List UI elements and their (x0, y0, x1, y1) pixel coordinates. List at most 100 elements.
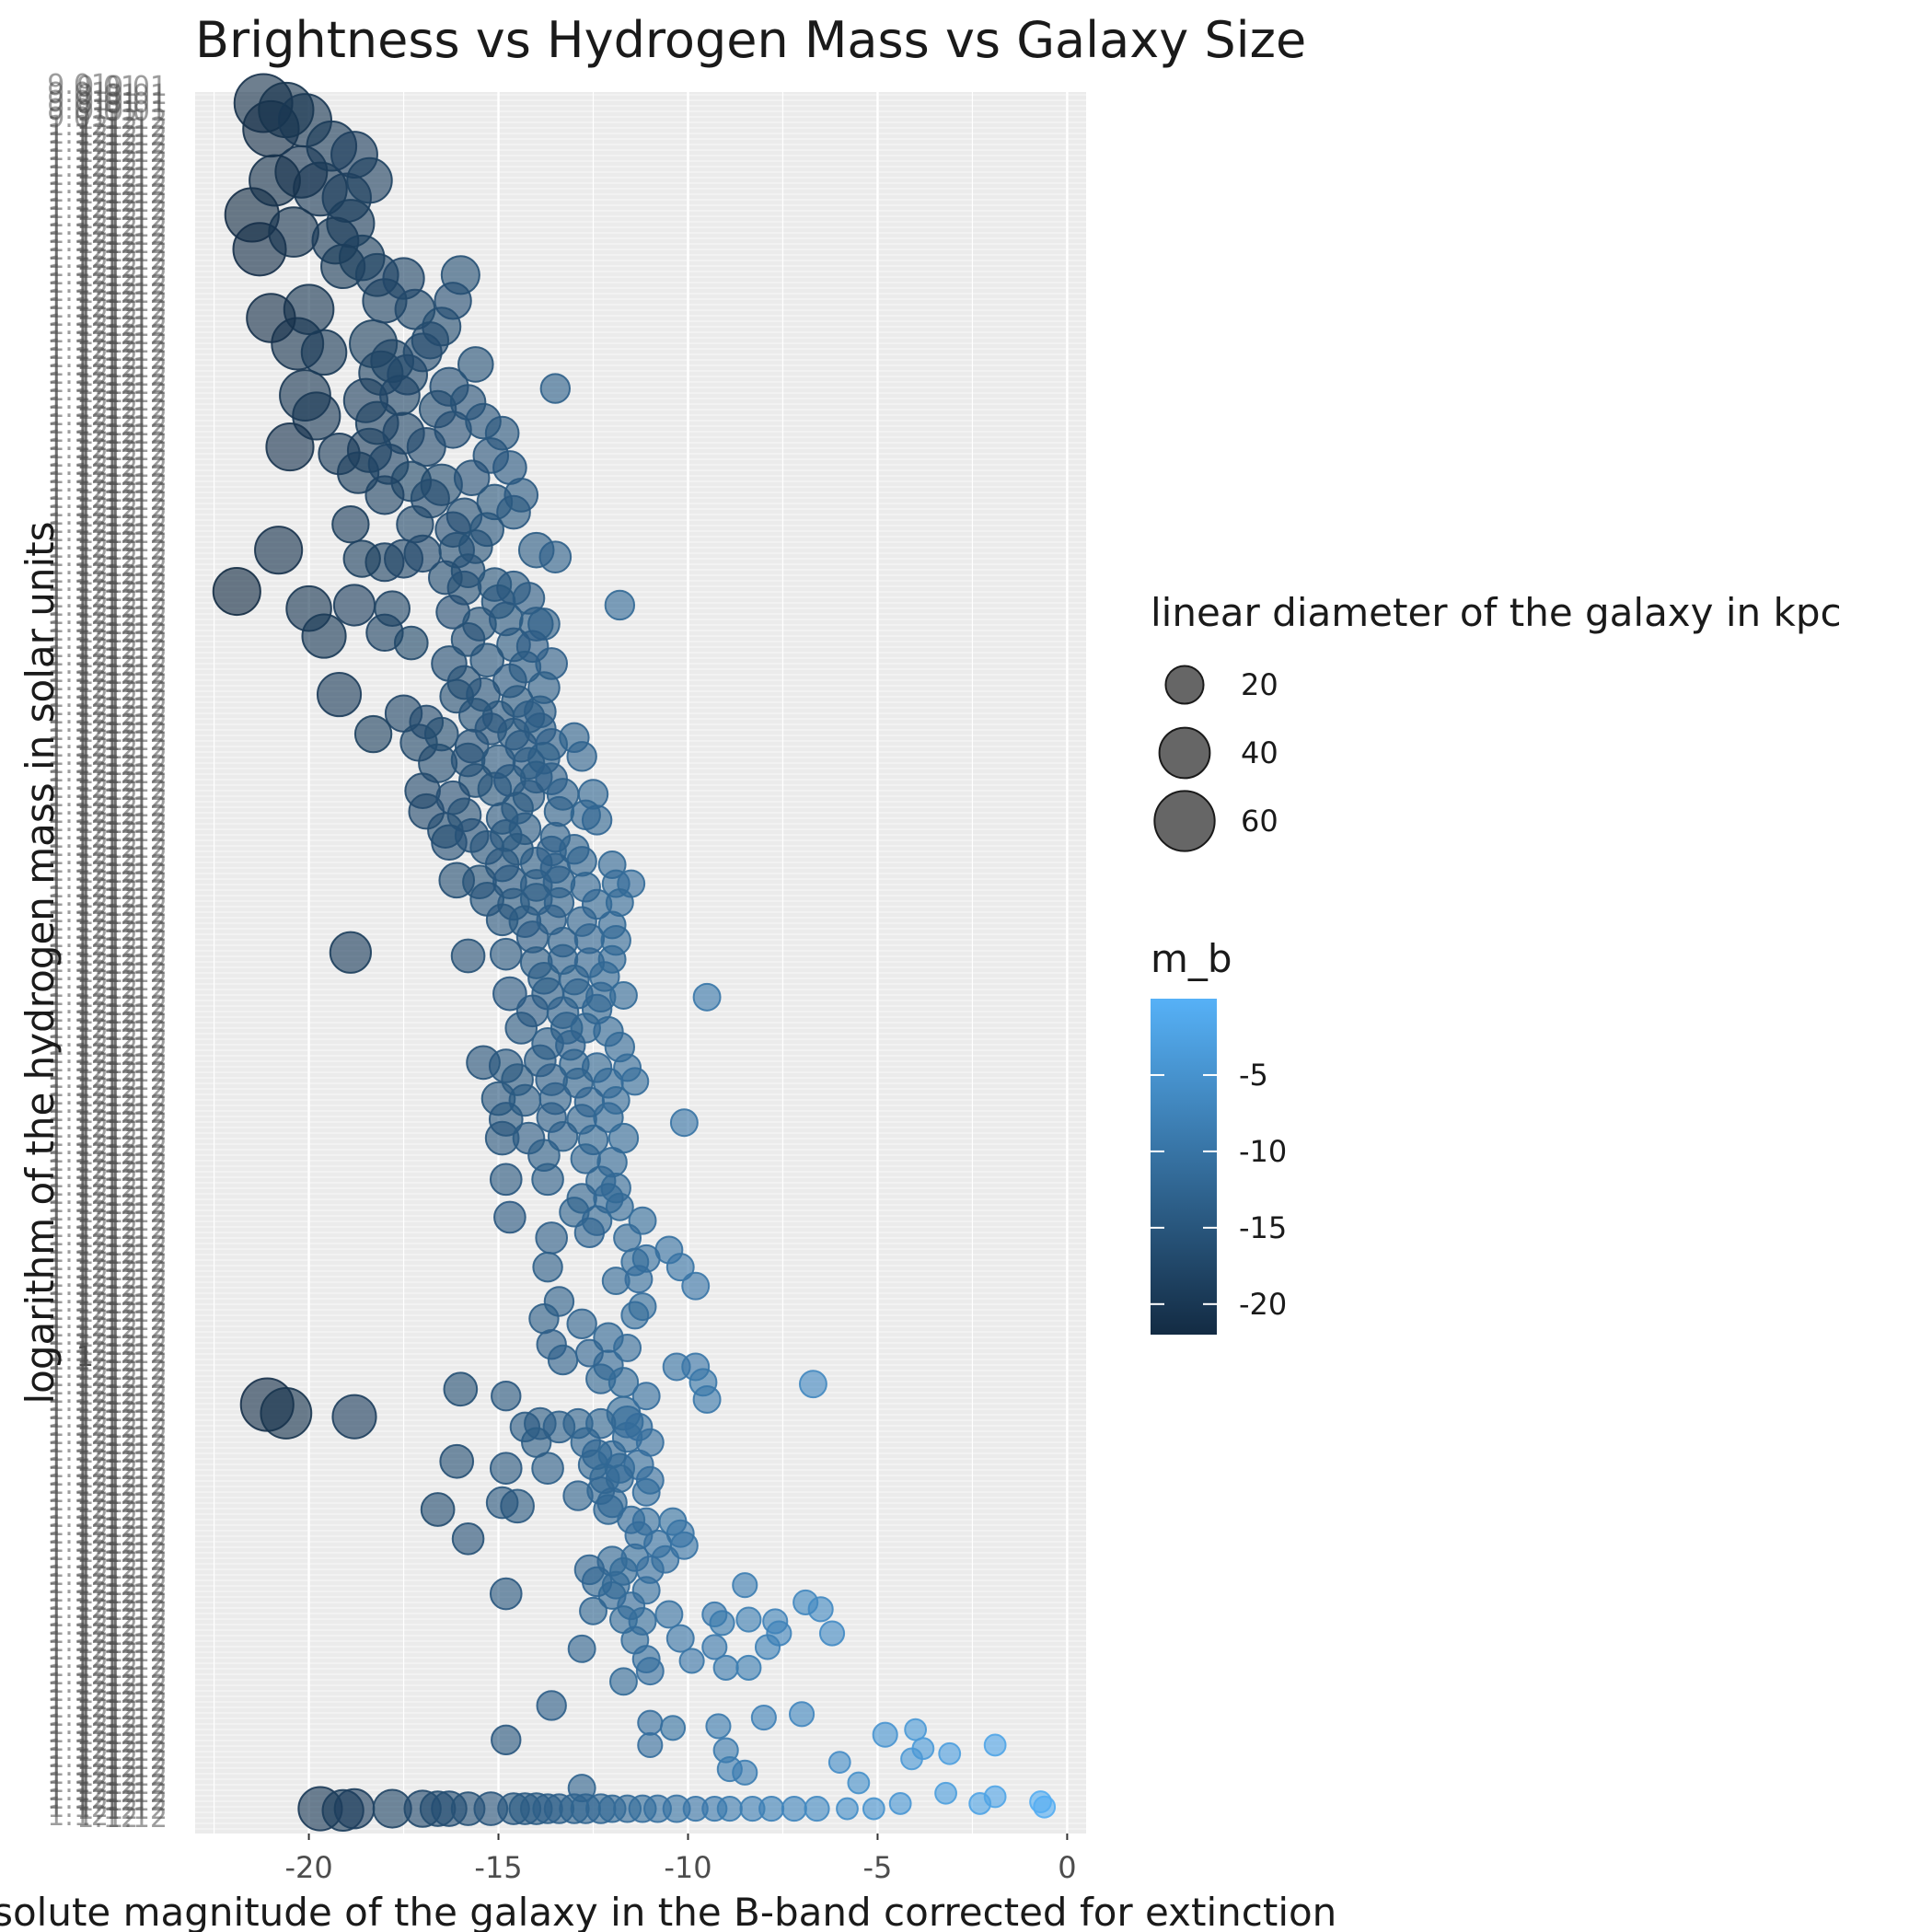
y-tick-label: 1.12 (106, 618, 168, 650)
y-tick-label: 1.12 (76, 1197, 138, 1230)
y-tick-label: 1.12 (47, 1121, 109, 1153)
y-tick-label: 1.12 (47, 1163, 109, 1195)
y-tick-label: 1.12 (106, 1007, 168, 1039)
y-tick-label: 1.12 (47, 839, 109, 872)
y-tick-label: 1.12 (76, 1297, 138, 1329)
y-tick-label: 1.12 (76, 1686, 138, 1718)
y-tick-label: 1.12 (76, 444, 138, 476)
y-tick-label: 1.12 (106, 435, 168, 468)
y-tick-label: 1.12 (106, 883, 168, 915)
y-tick-label: 1.12 (47, 251, 109, 283)
y-tick-label: 1.12 (76, 435, 138, 468)
y-tick-label: 1.12 (47, 1668, 109, 1700)
y-tick-label: 1.12 (47, 185, 109, 217)
y-tick-label: 1.12 (76, 1504, 138, 1536)
y-tick-label: 1.12 (47, 682, 109, 714)
y-tick-label: 1.12 (106, 460, 168, 492)
y-tick-label: 1.12 (47, 1262, 109, 1294)
y-tick-label: 1.12 (76, 584, 138, 617)
y-tick-label: 1.12 (76, 1471, 138, 1503)
size-legend-title: linear diameter of the galaxy in kpc (1151, 590, 1842, 635)
y-tick-label: 1.12 (76, 1032, 138, 1064)
y-tick-label: 1.12 (76, 1645, 138, 1677)
data-point (301, 613, 347, 659)
y-tick-label: 1.12 (76, 1595, 138, 1627)
data-point (504, 1012, 538, 1045)
y-tick-label: 1.12 (76, 676, 138, 708)
y-tick-label: 1.12 (106, 469, 168, 501)
data-point (329, 931, 373, 974)
y-tick-label: 1.12 (76, 1711, 138, 1743)
data-point (836, 1797, 859, 1821)
y-tick-label: 1.12 (47, 1171, 109, 1203)
y-tick-label: 1.12 (76, 104, 138, 136)
y-tick-label: 1.12 (47, 1577, 109, 1609)
y-tick-label: 1.12 (47, 566, 109, 598)
y-tick-label: 1.12 (47, 500, 109, 532)
x-tick-label: -5 (862, 1850, 892, 1885)
y-tick-label: 1.12 (47, 467, 109, 499)
y-tick-label: 1.12 (47, 798, 109, 830)
y-tick-label: 1.12 (106, 1239, 168, 1271)
y-tick-label: 1.12 (106, 419, 168, 451)
y-tick-label: 1.12 (47, 1709, 109, 1741)
y-tick-label: 1.12 (76, 286, 138, 318)
y-tick-label: 1.12 (106, 742, 168, 774)
y-tick-label: 1.12 (106, 941, 168, 973)
y-tick-label: 1.12 (106, 874, 168, 907)
y-tick-label: 1.12 (47, 815, 109, 847)
data-point (659, 1715, 687, 1741)
data-point (531, 1163, 564, 1197)
y-tick-label: 1.12 (106, 510, 168, 542)
y-tick-label: 1.12 (76, 1098, 138, 1130)
y-tick-label: 1.12 (76, 195, 138, 227)
y-tick-label: 1.12 (47, 376, 109, 408)
y-tick-label: 1.12 (106, 858, 168, 890)
y-tick-label: 1.12 (76, 253, 138, 285)
y-tick-label: 1.12 (106, 841, 168, 873)
y-tick-label: 1.12 (106, 568, 168, 600)
y-tick-label: 1.12 (76, 270, 138, 302)
y-tick-label: 1.12 (76, 129, 138, 161)
y-tick-label: 1.12 (47, 1204, 109, 1236)
y-tick-label: 1.12 (76, 460, 138, 492)
plot-panel (195, 73, 1086, 1834)
data-point (900, 1747, 923, 1771)
y-tick-label: 1.12 (47, 1568, 109, 1601)
x-tick-label: -20 (284, 1850, 332, 1885)
y-tick-label: 1.12 (106, 626, 168, 658)
y-tick-label: 1.12 (76, 999, 138, 1031)
y-tick-label: 1.12 (106, 1471, 168, 1503)
y-tick-label: 1.12 (106, 444, 168, 476)
y-tick-label: 1.12 (106, 990, 168, 1023)
y-tick-label: 1.12 (106, 1140, 168, 1172)
y-tick-label: 1.12 (106, 179, 168, 211)
y-tick-label: 1.12 (76, 949, 138, 981)
data-point (332, 584, 376, 627)
y-tick-label: 1.12 (47, 873, 109, 905)
y-tick-label: 1.12 (76, 469, 138, 501)
y-tick-label: 1.12 (76, 957, 138, 989)
y-tick-label: 1.12 (47, 1353, 109, 1385)
y-tick-label: 1.12 (106, 659, 168, 691)
y-tick-label: 1.12 (76, 750, 138, 782)
data-point (496, 494, 531, 530)
data-point (539, 852, 572, 884)
data-point (212, 566, 261, 617)
y-tick-label: 1.12 (47, 475, 109, 507)
y-tick-label: 1.12 (47, 1312, 109, 1344)
data-point (453, 459, 491, 497)
y-tick-label: 1.12 (76, 1214, 138, 1246)
y-tick-label: 1.12 (106, 1065, 168, 1097)
y-tick-label: 1.12 (106, 1463, 168, 1495)
y-tick-label: 1.12 (106, 1347, 168, 1379)
y-tick-label: 1.12 (106, 982, 168, 1014)
data-point (547, 1344, 579, 1376)
data-points (212, 73, 1057, 1833)
data-point (665, 1253, 695, 1282)
y-tick-label: 1.12 (76, 1123, 138, 1155)
data-point (579, 1596, 607, 1625)
y-tick-label: 1.12 (76, 1148, 138, 1180)
y-tick-label: 1.12 (106, 767, 168, 799)
data-point (620, 1301, 650, 1330)
